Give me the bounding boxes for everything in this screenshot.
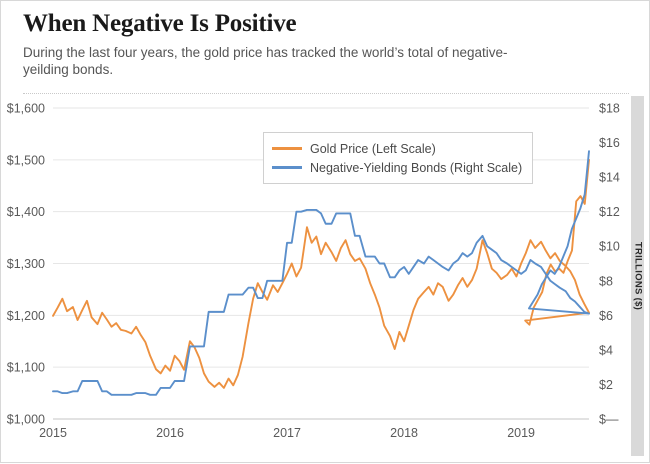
header-divider xyxy=(23,93,629,94)
right-axis-tick-label: $2 xyxy=(599,378,613,392)
left-axis-tick-label: $1,000 xyxy=(7,413,45,427)
right-axis-tick-label: $14 xyxy=(599,171,620,185)
right-axis-unit-band: TRILLIONS ($) xyxy=(631,96,644,456)
left-axis-tick-label: $1,600 xyxy=(7,102,45,116)
page-title: When Negative Is Positive xyxy=(23,10,297,37)
left-axis-ticks: $1,000 $1,100 $1,200 $1,300 $1,400 $1,500 $1,6… xyxy=(7,102,45,427)
chart-legend: Gold Price (Left Scale) Negative-Yieldin… xyxy=(263,132,534,184)
right-axis-unit-label: TRILLIONS ($) xyxy=(632,241,643,311)
chart-header: When Negative Is Positive During the las… xyxy=(23,9,593,78)
left-axis-tick-label: $1,200 xyxy=(7,309,45,323)
left-axis-tick-label: $1,400 xyxy=(7,205,45,219)
right-axis-tick-label: $— xyxy=(599,413,619,427)
x-axis-tick-label: 2017 xyxy=(273,426,301,440)
right-axis-tick-label: $12 xyxy=(599,205,620,219)
legend-item-negative-yielding-bonds: Negative-Yielding Bonds (Right Scale) xyxy=(272,158,522,177)
series-line-negative-yielding-bonds xyxy=(52,150,590,396)
x-axis-tick-label: 2019 xyxy=(507,426,535,440)
right-axis-tick-label: $4 xyxy=(599,343,613,357)
right-axis-ticks: $— $2 $4 $6 $8 $10 $12 $14 $16 $18 xyxy=(599,102,620,427)
right-axis-tick-label: $8 xyxy=(599,274,613,288)
legend-swatch-bonds xyxy=(272,166,302,169)
right-axis-tick-label: $18 xyxy=(599,102,620,116)
chart-subtitle: During the last four years, the gold pri… xyxy=(23,45,508,77)
right-axis-tick-label: $6 xyxy=(599,309,613,323)
left-axis-tick-label: $1,100 xyxy=(7,361,45,375)
series-lines xyxy=(52,150,590,396)
x-axis-tick-label: 2016 xyxy=(156,426,184,440)
legend-label-gold: Gold Price (Left Scale) xyxy=(310,141,436,156)
left-axis-tick-label: $1,300 xyxy=(7,257,45,271)
x-axis-tick-label: 2018 xyxy=(390,426,418,440)
right-axis-tick-label: $16 xyxy=(599,136,620,150)
x-axis-ticks: 2015 2016 2017 2018 2019 xyxy=(39,426,535,440)
x-axis-tick-label: 2015 xyxy=(39,426,67,440)
legend-label-bonds: Negative-Yielding Bonds (Right Scale) xyxy=(310,160,523,175)
series-line-gold-price xyxy=(52,158,590,389)
legend-item-gold-price: Gold Price (Left Scale) xyxy=(272,139,522,158)
left-axis-tick-label: $1,500 xyxy=(7,153,45,167)
legend-swatch-gold xyxy=(272,147,302,150)
right-axis-tick-label: $10 xyxy=(599,240,620,254)
